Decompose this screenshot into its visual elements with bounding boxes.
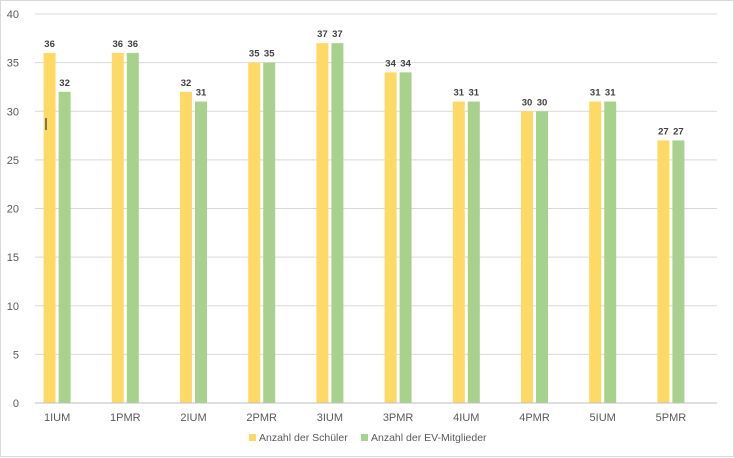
y-tick-label: 20 xyxy=(7,204,19,216)
x-tick-label: 3PMR xyxy=(383,412,414,424)
y-axis-ticks: 0 5 10 15 20 25 30 35 40 xyxy=(7,9,19,410)
bar-schueler xyxy=(657,140,670,404)
bar-schueler xyxy=(180,91,192,404)
gridlines xyxy=(35,13,717,355)
bars xyxy=(43,43,685,404)
bar-schueler xyxy=(43,52,56,404)
bar-schueler xyxy=(521,111,533,403)
y-tick-label: 40 xyxy=(7,9,19,21)
bar-ev-mitglieder xyxy=(195,101,207,404)
data-label: 30 xyxy=(522,97,533,108)
x-tick-label: 4PMR xyxy=(519,412,550,424)
x-tick-label: 1IUM xyxy=(44,412,70,424)
y-tick-label: 30 xyxy=(7,106,19,118)
bar-ev-mitglieder xyxy=(58,91,71,404)
data-label: 27 xyxy=(658,126,669,137)
y-tick-label: 0 xyxy=(13,398,19,410)
bar-schueler xyxy=(248,62,261,403)
x-tick-label: 2IUM xyxy=(180,412,206,424)
legend-swatch xyxy=(249,434,256,441)
bar-schueler xyxy=(589,101,602,404)
data-label: 31 xyxy=(590,88,601,99)
bar-ev-mitglieder xyxy=(536,111,548,403)
data-label: 36 xyxy=(44,39,55,50)
bar-ev-mitglieder xyxy=(126,52,139,404)
data-label: 31 xyxy=(454,88,465,99)
x-tick-label: 1PMR xyxy=(110,412,141,424)
data-label: 35 xyxy=(264,49,275,60)
y-tick-label: 25 xyxy=(7,155,19,167)
data-label: 32 xyxy=(59,78,70,89)
data-label: 27 xyxy=(673,126,684,137)
data-label: 34 xyxy=(385,58,396,69)
x-axis-ticks: 1IUM 1PMR 2IUM 2PMR 3IUM 3PMR 4IUM 4PMR 5IUM 5PMR xyxy=(44,412,686,424)
y-tick-label: 35 xyxy=(7,58,19,70)
bar-schueler xyxy=(384,72,397,403)
legend-label: Anzahl der EV-Mitglieder xyxy=(371,432,487,444)
legend: Anzahl der Schüler Anzahl der EV-Mitglied… xyxy=(249,432,487,444)
data-label: 36 xyxy=(113,39,124,50)
x-tick-label: 2PMR xyxy=(246,412,277,424)
data-label: 35 xyxy=(249,49,260,60)
data-label: 30 xyxy=(537,97,548,108)
data-label: 31 xyxy=(469,88,480,99)
data-label: 34 xyxy=(400,58,411,69)
bar-ev-mitglieder xyxy=(672,140,685,404)
data-label: 31 xyxy=(196,88,207,99)
x-tick-label: 3IUM xyxy=(317,412,343,424)
bar-ev-mitglieder xyxy=(399,72,412,403)
bar-ev-mitglieder xyxy=(263,62,276,403)
data-label: 37 xyxy=(317,29,328,40)
data-labels: 36 32 36 36 32 31 35 35 37 37 34 34 31 31 30 30 31 31 27 27 xyxy=(44,29,683,137)
x-tick-label: 5IUM xyxy=(590,412,616,424)
bar-schueler xyxy=(111,52,124,404)
y-tick-label: 15 xyxy=(7,252,19,264)
bar-ev-mitglieder xyxy=(331,43,344,404)
data-label: 31 xyxy=(605,88,616,99)
data-label: 32 xyxy=(181,78,192,89)
x-tick-label: 5PMR xyxy=(656,412,687,424)
legend-label: Anzahl der Schüler xyxy=(259,432,348,444)
legend-swatch xyxy=(361,434,368,441)
bar-ev-mitglieder xyxy=(604,101,617,404)
data-label: 36 xyxy=(128,39,139,50)
bar-schueler xyxy=(452,101,465,404)
data-label: 37 xyxy=(332,29,343,40)
x-tick-label: 4IUM xyxy=(453,412,479,424)
bar-schueler xyxy=(316,43,329,404)
y-tick-label: 10 xyxy=(7,301,19,313)
y-tick-label: 5 xyxy=(13,349,19,361)
bar-ev-mitglieder xyxy=(467,101,480,404)
